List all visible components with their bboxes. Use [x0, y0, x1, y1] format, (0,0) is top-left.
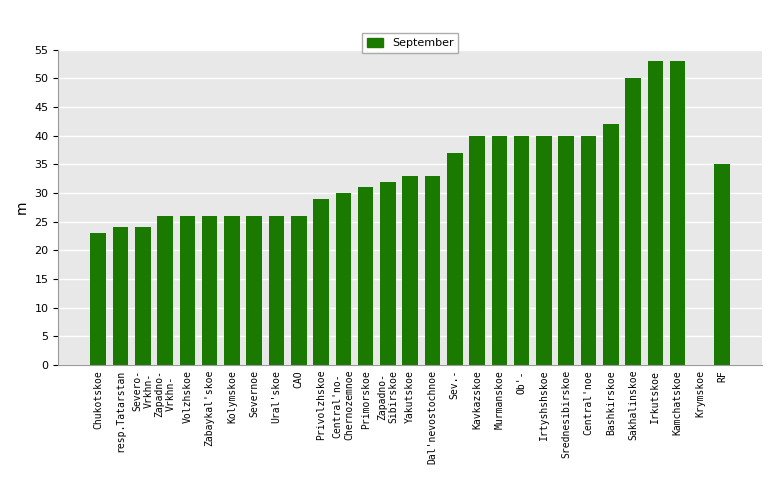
Bar	[224, 216, 240, 365]
Bar	[336, 193, 351, 365]
Bar	[625, 78, 641, 365]
Bar	[269, 216, 284, 365]
Bar	[402, 176, 418, 365]
Bar	[380, 182, 395, 365]
Bar	[580, 136, 596, 365]
Bar	[670, 61, 685, 365]
Bar	[536, 136, 552, 365]
Y-axis label: m: m	[15, 201, 29, 214]
Bar	[603, 124, 618, 365]
Bar	[90, 233, 106, 365]
Bar	[179, 216, 195, 365]
Bar	[647, 61, 663, 365]
Legend: September: September	[362, 33, 458, 53]
Bar	[246, 216, 262, 365]
Bar	[157, 216, 172, 365]
Bar	[514, 136, 529, 365]
Bar	[469, 136, 485, 365]
Bar	[425, 176, 441, 365]
Bar	[358, 187, 374, 365]
Bar	[492, 136, 507, 365]
Bar	[135, 228, 151, 365]
Bar	[714, 164, 730, 365]
Bar	[291, 216, 307, 365]
Bar	[559, 136, 574, 365]
Bar	[202, 216, 218, 365]
Bar	[313, 199, 329, 365]
Bar	[447, 153, 462, 365]
Bar	[113, 228, 128, 365]
